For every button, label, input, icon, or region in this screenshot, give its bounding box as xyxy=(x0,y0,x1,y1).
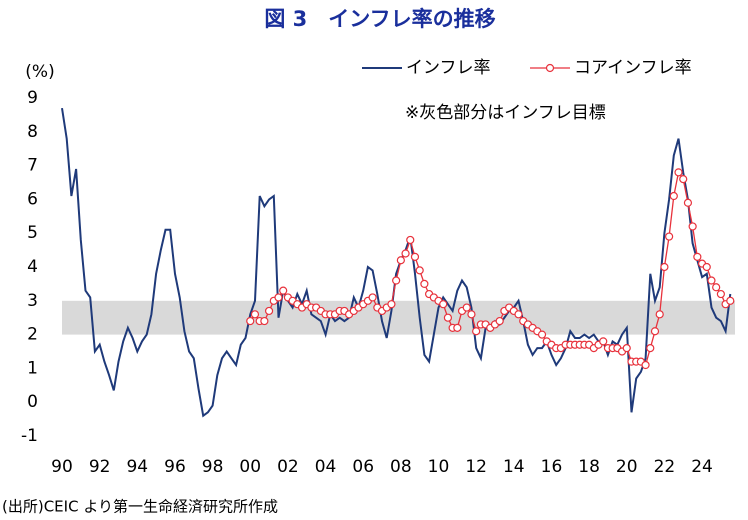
series-marker xyxy=(599,337,608,346)
series-marker xyxy=(260,316,269,326)
x-tick-label: 94 xyxy=(126,457,148,477)
series-marker xyxy=(679,175,688,184)
y-tick-label: 2 xyxy=(27,325,38,345)
x-tick-label: 96 xyxy=(164,457,186,477)
series-marker xyxy=(264,306,274,316)
y-tick-label: -1 xyxy=(21,426,38,446)
y-tick-label: 3 xyxy=(27,291,38,311)
series-marker xyxy=(665,232,674,241)
series-marker xyxy=(707,276,716,285)
series-marker xyxy=(420,279,429,288)
legend-label: インフレ率 xyxy=(406,58,491,78)
series-marker xyxy=(702,262,711,272)
x-tick-label: 10 xyxy=(428,457,450,477)
series-marker xyxy=(688,222,697,231)
x-tick-label: 12 xyxy=(465,457,487,477)
series-marker xyxy=(650,327,660,336)
x-tick-label: 04 xyxy=(315,457,337,477)
series-marker xyxy=(660,262,669,272)
series-marker xyxy=(712,283,721,292)
series-marker xyxy=(279,286,288,295)
series-marker xyxy=(410,252,420,261)
y-tick-label: 5 xyxy=(27,223,38,243)
x-tick-label: 92 xyxy=(89,457,111,477)
source: (出所)CEIC より第一生命経済研究所作成 xyxy=(2,498,278,516)
series-marker xyxy=(415,266,424,275)
series-marker xyxy=(439,300,448,309)
series-line xyxy=(249,170,731,367)
x-tick-label: 24 xyxy=(691,457,713,477)
x-tick-label: 08 xyxy=(390,457,412,477)
y-tick-label: 9 xyxy=(27,88,38,108)
legend-marker xyxy=(545,63,555,73)
series-marker xyxy=(406,235,415,245)
x-tick-label: 22 xyxy=(654,457,676,477)
series-marker xyxy=(655,310,664,319)
y-tick-label: 8 xyxy=(27,122,38,142)
series-marker xyxy=(467,310,476,319)
series-marker xyxy=(683,198,693,207)
series-marker xyxy=(646,344,655,353)
target-band xyxy=(62,300,735,335)
y-tick-label: 6 xyxy=(27,189,38,209)
series-marker xyxy=(401,249,410,258)
series-marker xyxy=(443,313,453,322)
series-marker xyxy=(641,360,650,370)
series-marker xyxy=(472,327,481,336)
series-marker xyxy=(396,256,405,265)
y-unit: (%) xyxy=(25,62,54,82)
series-marker xyxy=(726,296,735,305)
x-tick-label: 06 xyxy=(352,457,374,477)
x-tick-label: 98 xyxy=(202,457,224,477)
series-marker xyxy=(622,344,631,353)
series-marker xyxy=(250,310,260,319)
chart-title: 図 3 インフレ率の推移 xyxy=(264,7,495,31)
series-marker xyxy=(669,191,678,201)
legend-label: コアインフレ率 xyxy=(574,58,692,78)
series-marker xyxy=(453,323,462,332)
series-marker xyxy=(246,316,255,326)
x-tick-label: 00 xyxy=(239,457,261,477)
y-tick-label: 1 xyxy=(27,358,38,378)
x-tick-label: 14 xyxy=(503,457,525,477)
series-marker xyxy=(514,310,523,319)
x-tick-label: 20 xyxy=(616,457,638,477)
y-tick-label: 0 xyxy=(27,392,38,412)
series-marker xyxy=(274,293,283,302)
series-line xyxy=(61,107,732,418)
annotation: ※灰色部分はインフレ目標 xyxy=(405,103,606,123)
y-tick-label: 4 xyxy=(27,257,38,277)
series-marker xyxy=(716,289,725,299)
x-tick-label: 02 xyxy=(277,457,299,477)
x-tick-label: 16 xyxy=(541,457,563,477)
x-tick-label: 90 xyxy=(51,457,73,477)
series-marker xyxy=(674,168,683,177)
series-marker xyxy=(392,276,401,285)
x-tick-label: 18 xyxy=(578,457,600,477)
series-marker xyxy=(387,300,396,309)
series-marker xyxy=(368,293,377,302)
series-marker xyxy=(495,316,504,326)
series-marker xyxy=(693,252,702,261)
y-tick-label: 7 xyxy=(27,156,38,176)
series-marker xyxy=(462,303,471,312)
series-marker xyxy=(537,330,547,339)
